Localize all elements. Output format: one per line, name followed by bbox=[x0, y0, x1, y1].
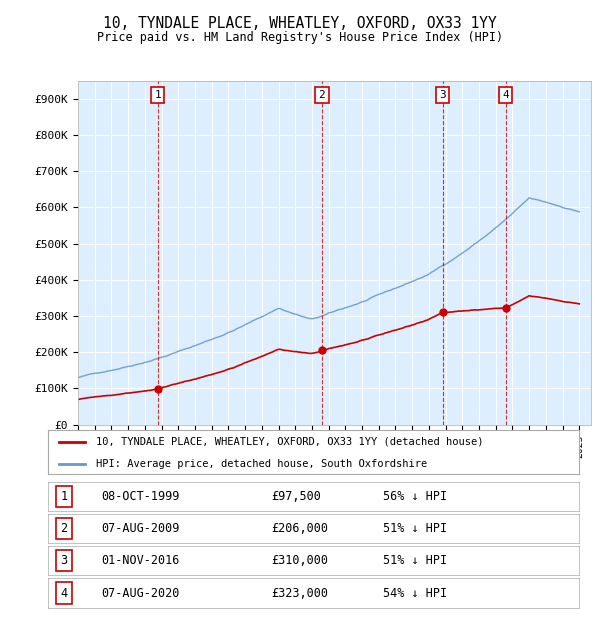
Text: 2: 2 bbox=[319, 90, 325, 100]
Text: £323,000: £323,000 bbox=[271, 587, 328, 600]
Text: 1: 1 bbox=[154, 90, 161, 100]
Text: 01-NOV-2016: 01-NOV-2016 bbox=[101, 554, 179, 567]
Text: 2: 2 bbox=[61, 522, 67, 535]
Text: 3: 3 bbox=[61, 554, 67, 567]
Text: £206,000: £206,000 bbox=[271, 522, 328, 535]
Text: 56% ↓ HPI: 56% ↓ HPI bbox=[383, 490, 446, 503]
Text: Price paid vs. HM Land Registry's House Price Index (HPI): Price paid vs. HM Land Registry's House … bbox=[97, 31, 503, 44]
Text: 3: 3 bbox=[439, 90, 446, 100]
Text: 4: 4 bbox=[502, 90, 509, 100]
Text: HPI: Average price, detached house, South Oxfordshire: HPI: Average price, detached house, Sout… bbox=[96, 459, 427, 469]
Text: 07-AUG-2009: 07-AUG-2009 bbox=[101, 522, 179, 535]
Text: 08-OCT-1999: 08-OCT-1999 bbox=[101, 490, 179, 503]
Text: 1: 1 bbox=[61, 490, 67, 503]
Text: 51% ↓ HPI: 51% ↓ HPI bbox=[383, 522, 446, 535]
Text: 4: 4 bbox=[61, 587, 67, 600]
Text: 10, TYNDALE PLACE, WHEATLEY, OXFORD, OX33 1YY: 10, TYNDALE PLACE, WHEATLEY, OXFORD, OX3… bbox=[103, 16, 497, 30]
Text: 10, TYNDALE PLACE, WHEATLEY, OXFORD, OX33 1YY (detached house): 10, TYNDALE PLACE, WHEATLEY, OXFORD, OX3… bbox=[96, 436, 483, 447]
Text: £310,000: £310,000 bbox=[271, 554, 328, 567]
Text: £97,500: £97,500 bbox=[271, 490, 321, 503]
Text: 07-AUG-2020: 07-AUG-2020 bbox=[101, 587, 179, 600]
Text: 51% ↓ HPI: 51% ↓ HPI bbox=[383, 554, 446, 567]
Text: 54% ↓ HPI: 54% ↓ HPI bbox=[383, 587, 446, 600]
